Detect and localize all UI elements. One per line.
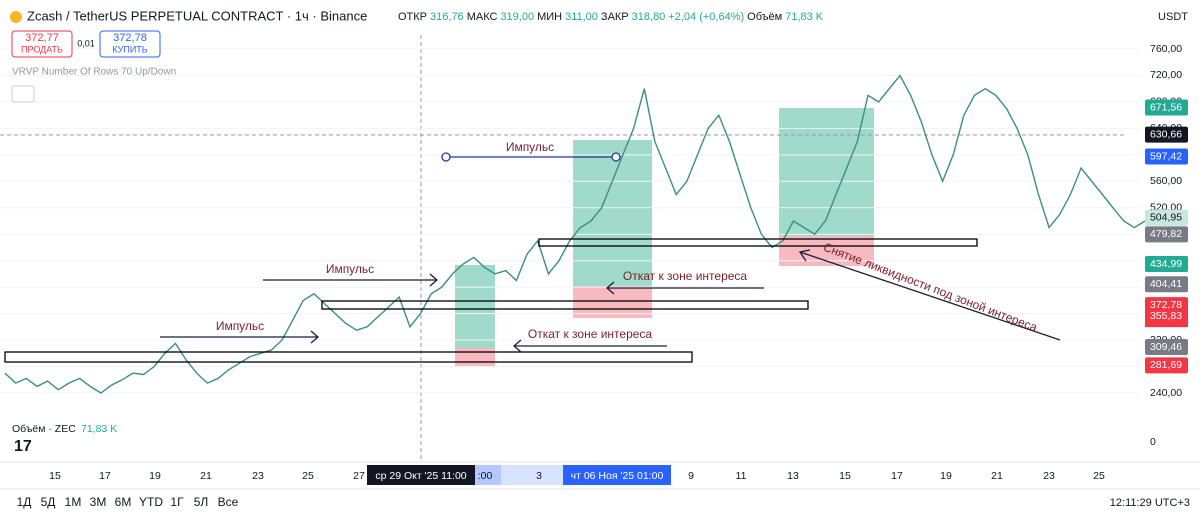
spread: 0,01 [77, 38, 95, 48]
x-tick-label: 21 [991, 470, 1003, 482]
price-badge [1145, 339, 1188, 356]
price-badge-label: 281,69 [1150, 359, 1182, 371]
price-badge [1145, 99, 1188, 116]
ohlc-item: ОТКР [398, 11, 427, 23]
y-tick-label: 240,00 [1150, 387, 1182, 399]
x-tick-label: 21 [200, 470, 212, 482]
x-tick-label: 25 [1093, 470, 1105, 482]
volume-axis: 0 [1150, 436, 1156, 448]
indicator-label: VRVP Number Of Rows 70 Up/Down [12, 67, 176, 78]
x-tick-label: 17 [99, 470, 111, 482]
price-badge-label: 597,42 [1150, 150, 1182, 162]
ohlc-item: 316,76 [430, 11, 464, 23]
tv-logo: 17 [14, 438, 32, 455]
range-button[interactable]: 5Д [41, 495, 56, 509]
x-tick-label: 15 [839, 470, 851, 482]
ohlc-item: МИН [537, 11, 562, 23]
clock: 12:11:29 UTC+3 [1110, 497, 1190, 509]
ohlc-item: МАКС [467, 11, 498, 23]
x-range [475, 465, 501, 485]
price-badge-label: 630,66 [1150, 128, 1182, 140]
ohlc-item: 318,80 [632, 11, 666, 23]
range-button[interactable]: 1Г [170, 495, 184, 509]
x-tick-label: 9 [688, 470, 694, 482]
annotation: Импульс [216, 319, 264, 333]
ohlc-item: ЗАКР [601, 11, 629, 23]
price-badge [1145, 357, 1188, 374]
sell-button[interactable] [11, 30, 73, 58]
range-button[interactable]: Все [218, 495, 239, 509]
price-badge-label: 404,41 [1150, 278, 1182, 290]
price-badge-label: 671,56 [1150, 101, 1182, 113]
buy-price: 372,78 [113, 32, 147, 44]
ohlc-item: Объём [747, 11, 782, 23]
coin-icon [10, 11, 22, 23]
x-tick-label: 17 [891, 470, 903, 482]
buy-button[interactable] [99, 30, 161, 58]
price-badge-label: 309,46 [1150, 341, 1182, 353]
price-badge [1145, 308, 1188, 325]
x-tick-label: 13 [787, 470, 799, 482]
x-tick-label: 19 [149, 470, 161, 482]
level-boxes [4, 238, 978, 363]
price-badge [1145, 276, 1188, 293]
volume-value: 71,83 K [81, 423, 117, 435]
range-button[interactable]: 1Д [17, 495, 32, 509]
annotation: Импульс [506, 140, 554, 154]
price-badge-label: 434,99 [1150, 258, 1182, 270]
x-tick-label: 27 [353, 470, 365, 482]
collapse-button[interactable] [11, 85, 35, 103]
price-badge [1145, 148, 1188, 165]
annotation: Импульс [326, 262, 374, 276]
ohlc: ОТКР 316,76 МАКС 319,00 МИН 311,00 ЗАКР 318,80 +… [398, 11, 824, 23]
price-badge-label: 372,78 [1150, 299, 1182, 311]
ohlc-item: 71,83 K [785, 11, 824, 23]
x-tick-label: 23 [1043, 470, 1055, 482]
symbol-title: Zcash / TetherUS PERPETUAL CONTRACT · 1ч… [27, 8, 367, 23]
range-button[interactable]: 6М [115, 495, 132, 509]
annotation: Откат к зоне интереса [528, 327, 653, 341]
range-button[interactable]: 5Л [194, 495, 209, 509]
volume-label: Объём · ZEC [12, 423, 76, 435]
buy-label: КУПИТЬ [112, 44, 147, 54]
price-line [4, 74, 1146, 394]
ohlc-item: 319,00 [500, 11, 534, 23]
price-badge-label: 504,95 [1150, 212, 1182, 224]
currency[interactable]: USDT [1158, 11, 1188, 23]
range-button[interactable]: YTD [139, 495, 163, 509]
price-badge [1145, 256, 1188, 273]
x-range [501, 465, 563, 485]
x-tick-label: 11 [736, 470, 747, 482]
x-tick-label: :00 [478, 470, 493, 482]
x-cursor [563, 465, 671, 485]
y-tick-label: 560,00 [1150, 175, 1182, 187]
price-badge-label: 355,83 [1150, 310, 1182, 322]
range-button[interactable]: 3М [90, 495, 107, 509]
x-tick-label: 25 [302, 470, 314, 482]
header-bar [0, 0, 1200, 34]
x-tick-label: 3 [536, 470, 542, 482]
x-tick-label: 19 [940, 470, 952, 482]
arrows [160, 152, 1061, 353]
price-badge [1145, 209, 1188, 226]
range-button[interactable]: 1М [65, 495, 82, 509]
x-cursor-label: чт 06 Ноя '25 01:00 [571, 470, 664, 482]
x-cursor-label: ср 29 Окт '25 11:00 [375, 470, 466, 482]
x-cursor [367, 465, 475, 485]
ohlc-item: +2,04 (+0,64%) [668, 11, 744, 23]
x-tick-label: 15 [49, 470, 61, 482]
x-tick-label: 23 [252, 470, 264, 482]
y-tick-label: 760,00 [1150, 43, 1182, 55]
plot [0, 48, 1146, 394]
annotation: Откат к зоне интереса [623, 269, 748, 283]
sell-price: 372,77 [25, 32, 59, 44]
price-badge-label: 479,82 [1150, 228, 1182, 240]
price-badge [1145, 126, 1188, 143]
y-tick-label: 720,00 [1150, 69, 1182, 81]
ohlc-item: 311,00 [565, 11, 598, 23]
price-badge [1145, 226, 1188, 243]
sell-label: ПРОДАТЬ [21, 44, 63, 54]
